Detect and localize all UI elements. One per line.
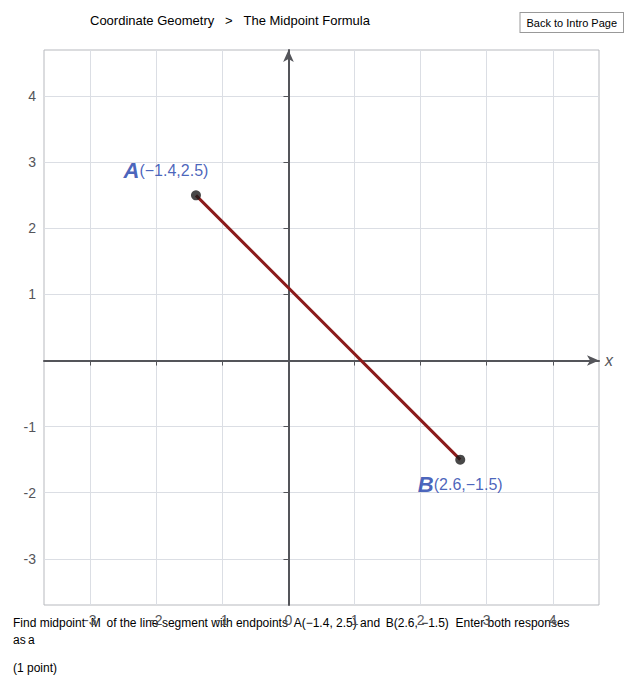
svg-text:as a: as a: [13, 633, 35, 647]
svg-text:1: 1: [28, 286, 36, 302]
svg-text:(1 point): (1 point): [13, 661, 57, 675]
svg-text:Back to Intro Page: Back to Intro Page: [527, 17, 618, 29]
svg-text:(2.6,−1.5): (2.6,−1.5): [434, 476, 503, 493]
svg-text:-1: -1: [216, 612, 229, 628]
svg-text:0: 0: [285, 612, 293, 628]
svg-text:4: 4: [549, 612, 557, 628]
svg-text:(−1.4,2.5): (−1.4,2.5): [139, 162, 208, 179]
svg-text:Coordinate Geometry: Coordinate Geometry: [90, 13, 215, 28]
svg-text:B: B: [418, 472, 434, 497]
svg-text:4: 4: [28, 88, 36, 104]
svg-text:2: 2: [417, 612, 425, 628]
svg-text:A: A: [123, 158, 140, 183]
svg-text:-2: -2: [24, 485, 37, 501]
svg-text:2: 2: [28, 220, 36, 236]
svg-text:3: 3: [483, 612, 491, 628]
svg-text:x: x: [604, 352, 614, 369]
svg-text:-3: -3: [24, 551, 37, 567]
svg-text:>: >: [225, 13, 233, 28]
svg-text:3: 3: [28, 154, 36, 170]
svg-text:Find midpoint M of the line se: Find midpoint M of the line segment with…: [13, 615, 573, 630]
svg-text:-1: -1: [24, 419, 37, 435]
svg-text:-3: -3: [84, 612, 97, 628]
svg-text:1: 1: [351, 612, 359, 628]
svg-text:-2: -2: [150, 612, 163, 628]
svg-text:The Midpoint Formula: The Midpoint Formula: [244, 13, 371, 28]
